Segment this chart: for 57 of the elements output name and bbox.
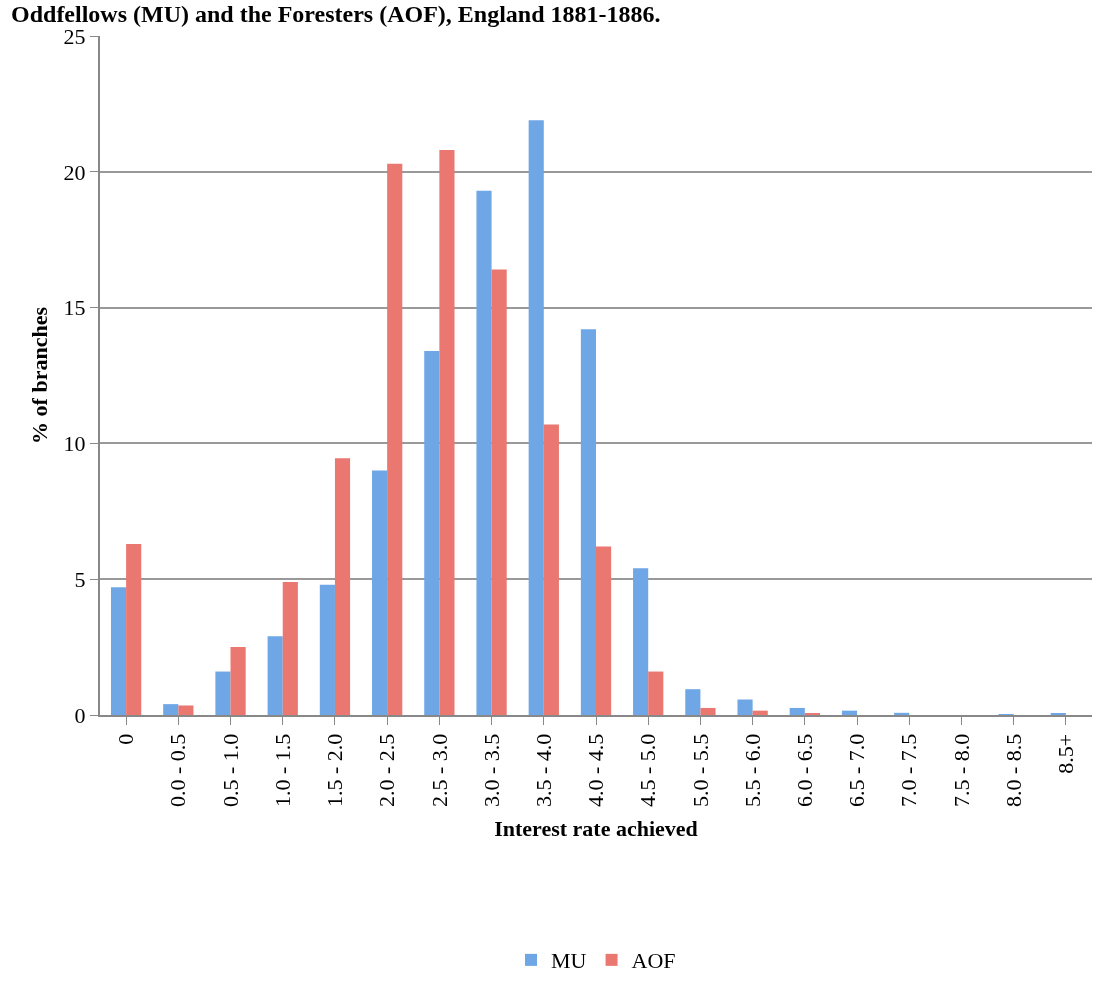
bar <box>737 699 753 715</box>
x-tick-label: 0 <box>113 733 139 745</box>
legend-label: MU <box>551 948 587 974</box>
x-tick-label: 1.5 - 2.0 <box>322 733 348 808</box>
bar <box>648 671 664 715</box>
bar <box>334 458 351 715</box>
x-tick-label: 5.5 - 6.0 <box>739 733 765 808</box>
x-tick-label: 0.0 - 0.5 <box>165 733 191 808</box>
bar <box>163 704 179 715</box>
bar <box>596 546 612 715</box>
bar <box>841 710 858 715</box>
bar <box>372 470 388 715</box>
legend-label: AOF <box>631 948 676 974</box>
y-axis-title: % of branches <box>26 306 52 444</box>
x-tick-label: 7.5 - 8.0 <box>948 733 974 808</box>
x-tick-label: 4.0 - 4.5 <box>583 733 609 808</box>
bar <box>230 647 246 715</box>
bar <box>491 269 507 715</box>
x-axis-title: Interest rate achieved <box>494 815 698 841</box>
bar <box>700 707 716 715</box>
bar <box>126 543 142 715</box>
bar <box>633 568 649 715</box>
bar <box>439 150 455 715</box>
bar <box>476 190 492 715</box>
x-tick-label: 0.5 - 1.0 <box>217 733 243 808</box>
x-tick-label: 6.0 - 6.5 <box>791 733 817 808</box>
x-tick-label: 8.0 - 8.5 <box>1000 733 1026 808</box>
x-tick-label: 8.5+ <box>1053 733 1079 774</box>
x-tick-label: 2.0 - 2.5 <box>374 733 400 808</box>
bar <box>110 587 127 715</box>
bar <box>267 636 283 715</box>
bar <box>685 689 701 715</box>
x-tick-label: 2.5 - 3.0 <box>426 733 452 808</box>
y-tick-label: 15 <box>63 295 86 321</box>
x-tick-label: 7.0 - 7.5 <box>896 733 922 808</box>
bar <box>387 163 403 715</box>
bar <box>319 584 335 715</box>
bar <box>528 120 544 715</box>
bar <box>424 351 440 715</box>
x-tick-label: 3.5 - 4.0 <box>530 733 556 808</box>
bar <box>580 329 596 715</box>
bar <box>282 581 298 715</box>
bar <box>178 705 194 715</box>
y-tick-label: 10 <box>63 431 86 457</box>
x-tick-label: 4.5 - 5.0 <box>635 733 661 808</box>
x-tick-label: 3.0 - 3.5 <box>478 733 504 808</box>
y-tick-label: 5 <box>74 566 86 592</box>
x-tick-label: 5.0 - 5.5 <box>687 733 713 808</box>
bar <box>752 710 768 715</box>
y-tick-label: 20 <box>63 159 86 185</box>
x-tick-label: 1.0 - 1.5 <box>269 733 295 808</box>
bar <box>215 671 231 715</box>
x-tick-label: 6.5 - 7.0 <box>844 733 870 808</box>
bar <box>789 707 805 715</box>
bar <box>894 712 910 715</box>
y-tick-label: 0 <box>74 702 86 728</box>
bar <box>543 424 559 715</box>
